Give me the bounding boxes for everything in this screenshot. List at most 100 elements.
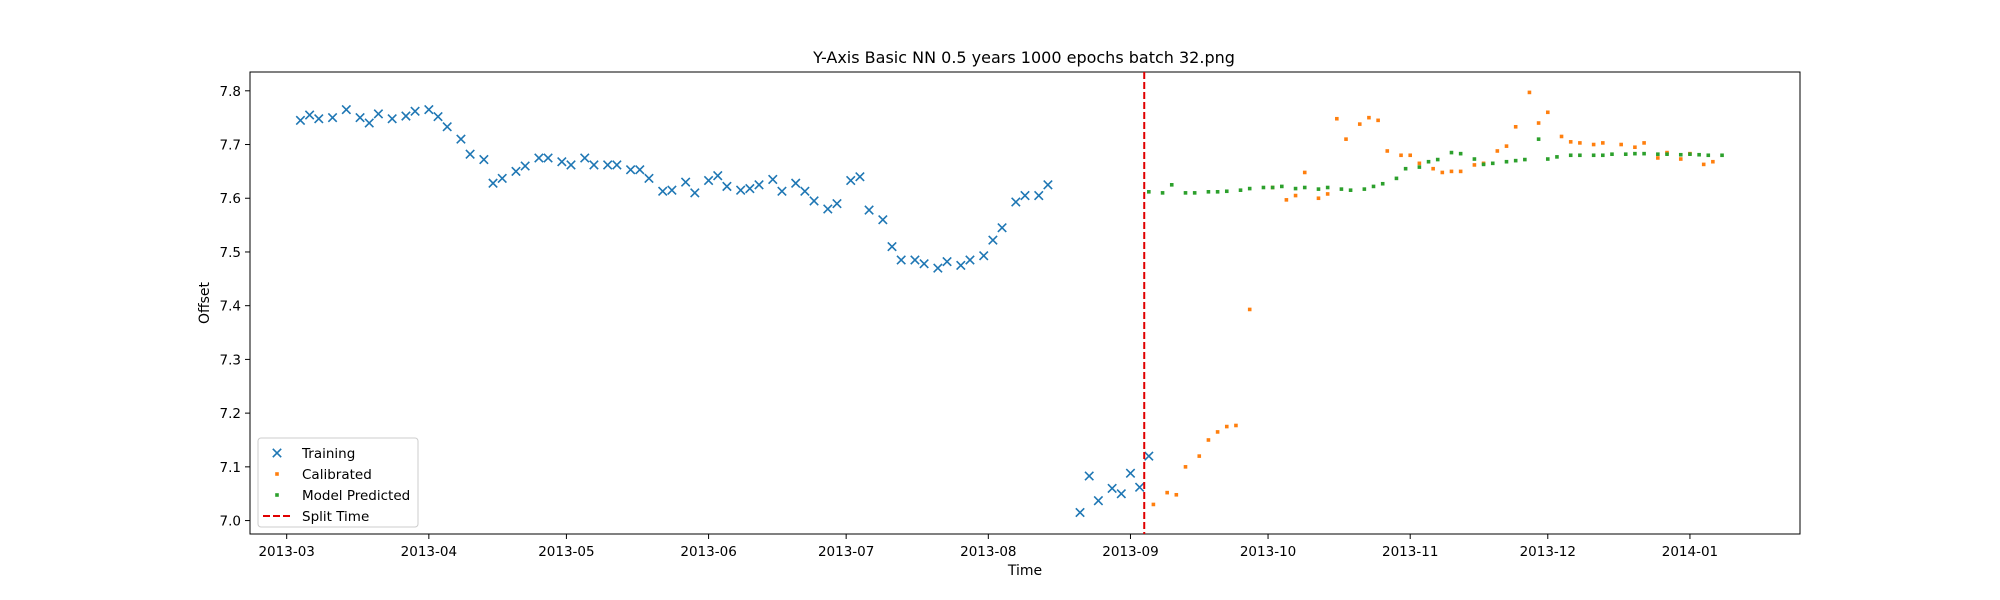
predicted-point: [1642, 151, 1646, 156]
predicted-point: [1362, 187, 1367, 191]
training-point: [855, 171, 865, 182]
training-point: [988, 235, 998, 245]
calibrated-point: [1458, 169, 1463, 174]
training-point: [488, 178, 498, 188]
predicted-point: [1348, 188, 1353, 192]
calibrated-point: [1165, 490, 1169, 495]
training-point: [823, 204, 833, 214]
calibrated-point: [1215, 430, 1220, 434]
calibrated-point: [1711, 159, 1715, 164]
y-axis-label: Offset: [197, 281, 213, 324]
training-point: [703, 175, 714, 186]
predicted-point: [1601, 153, 1605, 158]
predicted-point: [1490, 161, 1495, 166]
predicted-point: [1280, 184, 1284, 189]
calibrated-point: [1316, 196, 1321, 201]
x-tick-label: 2013-09: [1102, 544, 1158, 560]
calibrated-point: [1601, 141, 1605, 145]
predicted-point: [1325, 185, 1330, 190]
calibrated-point: [1408, 153, 1413, 158]
calibrated-point: [1527, 90, 1532, 95]
predicted-point: [1183, 191, 1188, 195]
calibrated-point: [1335, 116, 1339, 121]
x-axis-label: Time: [1007, 563, 1042, 579]
calibrated-point: [1197, 454, 1202, 458]
series-calibrated: [1151, 90, 1715, 507]
x-tick-label: 2013-04: [401, 544, 457, 560]
training-point: [579, 153, 590, 163]
predicted-point: [1504, 159, 1509, 164]
training-point: [933, 263, 943, 273]
predicted-point: [1293, 186, 1298, 191]
predicted-point: [1633, 151, 1637, 156]
predicted-point: [1160, 191, 1165, 195]
predicted-point: [1678, 152, 1683, 157]
training-point: [479, 154, 489, 165]
training-point: [1107, 483, 1117, 494]
training-point: [735, 185, 746, 195]
training-point: [1093, 495, 1104, 506]
x-tick-label: 2013-11: [1382, 544, 1438, 560]
predicted-point: [1206, 189, 1211, 194]
predicted-point: [1458, 151, 1463, 156]
plot-frame: [249, 71, 1801, 535]
calibrated-point: [1357, 122, 1362, 126]
y-tick-label: 7.8: [220, 84, 241, 100]
training-point: [373, 109, 384, 119]
predicted-point: [1513, 158, 1518, 163]
calibrated-point: [1504, 144, 1509, 148]
series-model-predicted: [1147, 137, 1724, 195]
calibrated-point: [1325, 192, 1330, 196]
x-tick-label: 2013-07: [818, 544, 874, 560]
training-point: [1084, 471, 1094, 481]
training-point: [543, 153, 553, 163]
training-point: [768, 174, 778, 185]
calibrated-point: [1376, 118, 1380, 123]
training-point: [625, 165, 636, 175]
training-point: [465, 149, 475, 159]
training-point: [511, 166, 521, 177]
calibrated-point: [1440, 170, 1445, 175]
predicted-point: [1247, 186, 1252, 191]
calibrated-point: [1293, 193, 1298, 198]
predicted-point: [1472, 157, 1477, 161]
training-point: [1020, 190, 1030, 201]
calibrated-point: [1568, 140, 1573, 144]
predicted-point: [1169, 183, 1174, 187]
calibrated-point: [1536, 121, 1541, 125]
training-point: [832, 198, 842, 209]
training-point: [1144, 451, 1154, 461]
training-point: [433, 111, 443, 122]
calibrated-point: [1578, 141, 1582, 145]
predicted-point: [1697, 152, 1701, 157]
y-tick-label: 7.5: [220, 245, 241, 261]
training-point: [667, 185, 677, 195]
predicted-point: [1545, 157, 1550, 161]
calibrated-point: [1449, 169, 1454, 174]
x-tick-label: 2013-08: [960, 544, 1016, 560]
training-point: [1075, 507, 1085, 518]
calibrated-point: [1284, 198, 1289, 202]
training-point: [690, 188, 700, 198]
x-tick-label: 2013-10: [1240, 544, 1296, 560]
predicted-point: [1578, 153, 1582, 158]
training-point: [910, 255, 920, 265]
training-point: [401, 111, 411, 121]
training-point: [896, 255, 906, 265]
training-point: [745, 183, 755, 194]
training-point: [387, 113, 397, 124]
predicted-point: [1435, 157, 1440, 162]
calibrated-point: [1591, 142, 1596, 147]
predicted-point: [1417, 165, 1422, 169]
training-point: [612, 160, 622, 170]
training-point: [919, 259, 929, 269]
calibrated-point: [1431, 166, 1435, 171]
predicted-point: [1665, 152, 1669, 156]
training-point: [956, 260, 966, 271]
training-point: [410, 106, 420, 116]
training-point: [534, 153, 544, 163]
calibrated-point: [1472, 163, 1477, 167]
y-tick-label: 7.0: [220, 514, 241, 530]
training-point: [635, 165, 645, 175]
training-point: [589, 160, 599, 170]
